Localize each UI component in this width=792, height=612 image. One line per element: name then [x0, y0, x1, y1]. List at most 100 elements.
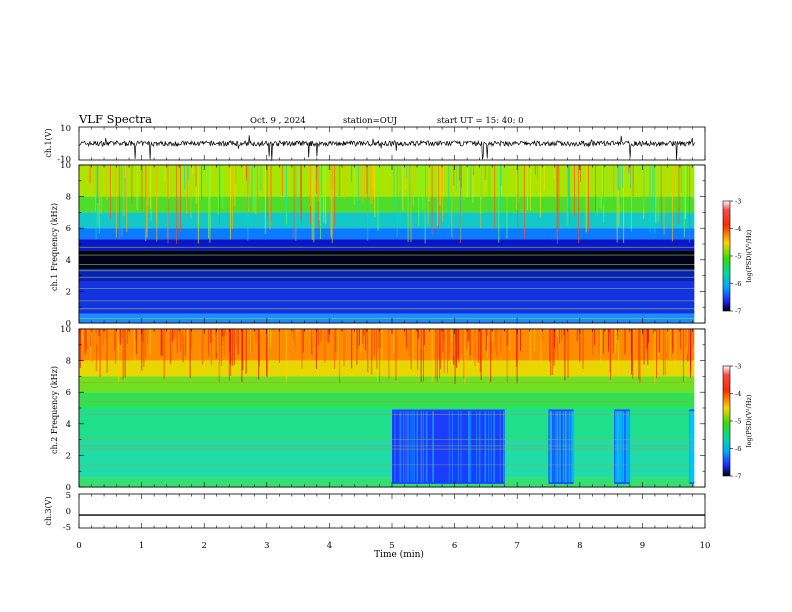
- spectrogram-streak: [235, 329, 237, 347]
- spectrogram-streak: [380, 165, 382, 176]
- spectrogram-streak: [619, 165, 621, 204]
- spectrogram-streak: [594, 329, 596, 346]
- spectrogram-streak: [330, 165, 332, 237]
- spectrogram-streak: [187, 165, 189, 181]
- spectrogram-streak: [79, 329, 81, 369]
- spectrogram-streak: [689, 165, 690, 243]
- spectrogram-streak: [379, 329, 381, 348]
- x-axis-tick-labels: 0 1 2 3 4 5 6 7 8 9 10: [76, 541, 710, 551]
- spectrogram-streak: [190, 165, 192, 219]
- y-tick-label: 2: [66, 451, 71, 461]
- ch1-y-tick-label: -10: [57, 155, 71, 165]
- spectrogram-streak: [388, 329, 390, 379]
- spectrogram-streak: [480, 329, 482, 381]
- spectrogram-streak: [355, 165, 357, 175]
- no-data-region: [694, 165, 705, 323]
- spectrogram-streak: [377, 165, 379, 231]
- spectrogram-streak: [648, 329, 649, 343]
- spectrogram-streak: [561, 329, 562, 340]
- spectrogram-streak: [115, 329, 117, 365]
- spectrogram-streak: [141, 165, 143, 211]
- spectrogram-streak: [248, 165, 250, 213]
- spectrogram-streak: [517, 165, 519, 228]
- spectrogram-streak: [464, 329, 466, 384]
- spectrogram-band: [79, 239, 705, 251]
- spectrogram-streak: [301, 165, 303, 225]
- spectrogram-streak: [316, 165, 318, 195]
- spectrogram-streak: [630, 165, 632, 188]
- spectrogram-streak: [110, 165, 112, 194]
- spectrogram-streak: [600, 329, 602, 372]
- spectrogram-streak: [254, 165, 256, 214]
- spectrogram-streak: [566, 165, 568, 225]
- low-noise-texture: [572, 411, 574, 483]
- spectrogram-streak: [136, 165, 138, 210]
- spectrogram-band: [79, 392, 705, 408]
- spectrogram-streak: [443, 329, 445, 373]
- low-noise-texture: [426, 411, 428, 483]
- colorbar-tick-label: -4: [735, 390, 741, 398]
- spectrogram-streak: [588, 165, 589, 231]
- ch1-colorbar-label: log(PSD)(V²/Hz): [745, 229, 753, 282]
- spectrogram-streak: [245, 329, 247, 374]
- spectrogram-streak: [117, 329, 119, 382]
- spectrogram-band: [79, 281, 705, 314]
- spectrogram-streak: [410, 329, 412, 370]
- spectrogram-streak: [374, 165, 376, 217]
- spectrogram-streak: [662, 329, 664, 376]
- spectrogram-streak: [376, 329, 378, 369]
- spectrogram-streak: [497, 329, 499, 333]
- spectrogram-streak: [208, 165, 209, 239]
- spectrogram-streak: [442, 165, 444, 222]
- spectrogram-streak: [269, 165, 271, 230]
- spectrogram-streak: [235, 165, 236, 184]
- spectrogram-streak: [458, 329, 460, 363]
- spectrogram-streak: [666, 329, 668, 359]
- spectrogram-streak: [453, 329, 455, 357]
- spectrogram-streak: [669, 329, 671, 375]
- spectrogram-streak: [270, 165, 272, 221]
- spectrogram-streak: [533, 329, 535, 351]
- spectrogram-streak: [431, 329, 433, 383]
- spectrogram-streak: [451, 165, 453, 238]
- spectrogram-streak: [463, 165, 465, 201]
- spectrogram-streak: [496, 329, 498, 357]
- low-noise-texture: [568, 411, 570, 483]
- spectrogram-streak: [180, 329, 182, 352]
- spectrogram-streak: [134, 329, 136, 364]
- low-noise-texture: [566, 411, 568, 483]
- spectrogram-streak: [326, 165, 327, 181]
- spectrogram-streak: [192, 165, 194, 175]
- spectrogram-streak: [618, 329, 619, 377]
- spectrogram-streak: [249, 329, 251, 358]
- y-tick-label: 10: [60, 161, 71, 171]
- spectrogram-streak: [334, 329, 335, 369]
- low-noise-texture: [692, 411, 694, 483]
- spectrogram-streak: [655, 165, 657, 224]
- low-noise-texture: [448, 411, 450, 483]
- spectrogram-streak: [671, 165, 673, 242]
- spectrogram-streak: [693, 165, 695, 200]
- spectrogram-streak: [95, 165, 97, 240]
- spectrogram-streak: [440, 329, 441, 370]
- spectrogram-streak: [187, 329, 189, 371]
- low-noise-texture: [457, 411, 459, 483]
- spectrogram-streak: [368, 165, 370, 185]
- spectrogram-streak: [244, 165, 246, 177]
- spectrogram-streak: [649, 165, 651, 233]
- low-noise-texture: [403, 411, 405, 483]
- low-noise-texture: [626, 411, 628, 483]
- colorbar-tick-label: -5: [735, 418, 741, 426]
- spectrogram-streak: [646, 329, 648, 349]
- spectrogram-streak: [613, 165, 615, 208]
- spectrogram-streak: [251, 165, 253, 205]
- spectrogram-streak: [182, 329, 184, 363]
- spectrogram-streak: [86, 329, 88, 342]
- spectrogram-streak: [479, 165, 481, 214]
- y-tick-label: 8: [66, 357, 71, 367]
- low-noise-texture: [559, 411, 561, 483]
- spectrogram-streak: [95, 165, 96, 212]
- spectrogram-streak: [601, 165, 603, 192]
- spectrogram-streak: [290, 165, 292, 194]
